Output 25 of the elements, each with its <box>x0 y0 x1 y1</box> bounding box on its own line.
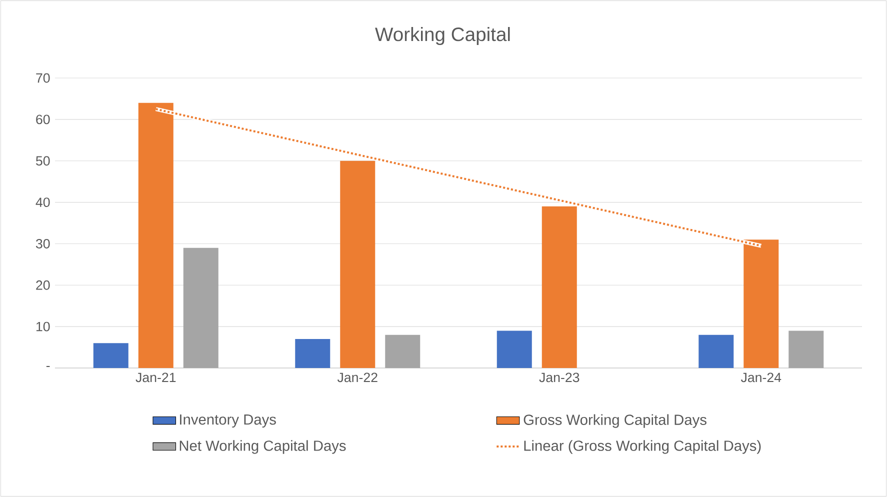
x-tick-label: Jan-24 <box>740 372 782 382</box>
bar <box>93 343 128 368</box>
y-tick-label: 20 <box>36 280 50 290</box>
legend-label: Gross Working Capital Days <box>524 414 706 428</box>
bar <box>385 334 420 368</box>
legend-label: Inventory Days <box>180 414 276 428</box>
chart-title: Working Capital <box>375 26 510 46</box>
y-tick-label: 30 <box>36 239 50 248</box>
legend-label: Net Working Capital Days <box>180 440 346 454</box>
y-tick-label: - <box>46 366 50 367</box>
x-tick-label: Jan-22 <box>337 372 378 382</box>
bar <box>542 206 577 368</box>
x-tick-label: Jan-21 <box>136 372 176 382</box>
y-tick-label: 70 <box>36 73 50 83</box>
bar <box>183 248 218 368</box>
bar <box>496 330 532 368</box>
x-tick-label: Jan-23 <box>539 372 580 382</box>
bar <box>788 330 824 368</box>
y-tick-label: 10 <box>36 322 50 332</box>
y-tick-label: 60 <box>36 114 50 124</box>
legend-label: Linear (Gross Working Capital Days) <box>524 440 761 454</box>
bar <box>698 334 734 368</box>
y-tick-label: 50 <box>36 156 50 166</box>
bar <box>295 339 330 368</box>
y-tick-label: 40 <box>36 198 50 208</box>
